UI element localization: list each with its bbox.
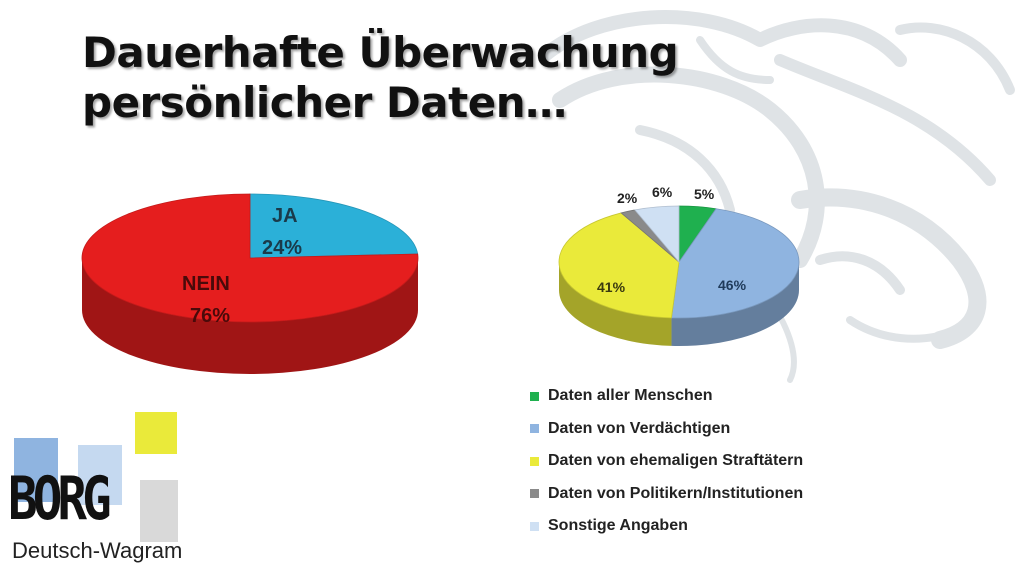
legend-item-daten-von-ehemaligen-straftaetern: Daten von ehemaligen Straftätern bbox=[530, 445, 803, 478]
pie-slice-daten-von-ehemaligen-straftaetern-side bbox=[559, 262, 672, 346]
legend-swatch bbox=[530, 489, 539, 499]
legend-swatch bbox=[530, 424, 539, 434]
school-logo: BORG Deutsch-Wagram bbox=[0, 405, 240, 576]
pie-label-46: 46% bbox=[718, 277, 747, 293]
legend-item-daten-von-politikern: Daten von Politikern/Institutionen bbox=[530, 478, 803, 511]
pie-slice-daten-von-verdaechtigen-side bbox=[671, 262, 799, 346]
pie-slice-nein-side bbox=[82, 258, 418, 374]
pie-slice-nein bbox=[81, 193, 419, 323]
title-line-1: Dauerhafte Überwachung bbox=[82, 28, 679, 77]
logo-wordmark: BORG bbox=[8, 464, 112, 534]
page-title: Dauerhafte Überwachung persönlicher Date… bbox=[82, 28, 679, 128]
legend-swatch bbox=[530, 456, 539, 466]
pie-label-5: 5% bbox=[694, 186, 715, 202]
pie-label-6: 6% bbox=[652, 184, 673, 200]
legend-label: Daten aller Menschen bbox=[548, 387, 713, 405]
logo-subtitle: Deutsch-Wagram bbox=[12, 538, 183, 563]
pie-label-nein-name: NEIN bbox=[182, 273, 230, 295]
pie-slice-daten-von-verdaechtigen bbox=[671, 208, 800, 319]
legend-item-daten-von-verdaechtigen: Daten von Verdächtigen bbox=[530, 413, 803, 446]
legend-label: Daten von Politikern/Institutionen bbox=[548, 484, 804, 502]
legend-swatch bbox=[530, 391, 539, 401]
logo-block-grey bbox=[140, 480, 178, 542]
pie-slice-sonstige-angaben bbox=[634, 205, 680, 264]
legend-label: Daten von Verdächtigen bbox=[548, 419, 731, 437]
pie-label-41: 41% bbox=[597, 279, 626, 295]
pie-label-ja-name: JA bbox=[272, 205, 298, 227]
logo-block-blue bbox=[14, 438, 58, 502]
legend-swatch bbox=[530, 521, 539, 531]
legend-label: Daten von ehemaligen Straftätern bbox=[548, 452, 804, 470]
logo-block-lightblue bbox=[78, 445, 122, 505]
legend-item-sonstige-angaben: Sonstige Angaben bbox=[530, 510, 803, 543]
pie-slice-daten-von-ehemaligen-straftaetern bbox=[558, 212, 680, 319]
legend-label: Sonstige Angaben bbox=[548, 517, 688, 535]
pie-label-nein-value: 76% bbox=[190, 305, 230, 327]
logo-block-yellow bbox=[135, 412, 177, 454]
pie-label-ja-value: 24% bbox=[262, 237, 302, 259]
pie-slice-ja bbox=[249, 193, 419, 259]
title-line-2: persönlicher Daten… bbox=[82, 78, 567, 127]
chart-legend: Daten aller Menschen Daten von Verdächti… bbox=[530, 380, 803, 543]
legend-item-daten-aller-menschen: Daten aller Menschen bbox=[530, 380, 803, 413]
pie-label-2: 2% bbox=[617, 190, 638, 206]
